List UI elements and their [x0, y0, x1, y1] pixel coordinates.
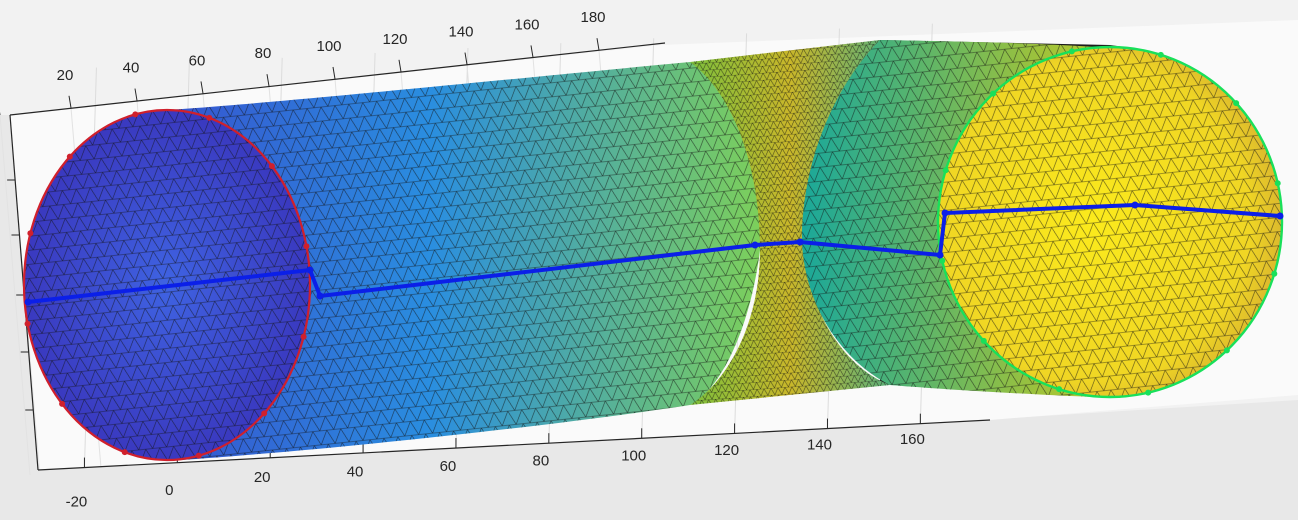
- top-tick: [68, 95, 72, 108]
- ring-marker: [303, 243, 310, 250]
- top-tick: [530, 45, 534, 58]
- top-tick: [134, 88, 138, 101]
- ring-marker: [980, 337, 987, 344]
- ring-marker: [300, 333, 307, 340]
- bottom-axis-ticks: -20 0 20 40 60 80 100 120 140 160: [66, 413, 925, 511]
- ring-marker: [195, 452, 202, 459]
- ring-marker: [942, 167, 949, 174]
- top-tick: [332, 66, 336, 80]
- top-tick-label: 40: [123, 60, 140, 77]
- gridline: [0, 114, 31, 476]
- ring-marker: [66, 153, 73, 160]
- centerline-marker: [1276, 212, 1284, 220]
- ring-marker: [1068, 48, 1075, 55]
- centerline-marker: [796, 238, 804, 246]
- start-boundary-ring: [22, 108, 312, 462]
- bottom-tick-label: 60: [440, 458, 457, 475]
- ring-marker: [121, 449, 128, 456]
- bottom-tick-label: 160: [900, 431, 925, 448]
- ring-marker: [27, 230, 34, 237]
- top-tick-label: 60: [189, 52, 206, 69]
- ring-marker: [268, 163, 275, 170]
- ring-marker: [132, 111, 139, 118]
- ring-marker: [1145, 389, 1152, 396]
- ring-marker: [206, 114, 213, 121]
- ring-marker: [1056, 386, 1063, 393]
- centerline-markers: [24, 201, 1284, 306]
- top-tick-label: 180: [580, 9, 605, 26]
- tube-surface: [22, 40, 1284, 462]
- ring-marker: [1157, 51, 1164, 58]
- ring-marker: [59, 400, 66, 407]
- bottom-tick-label: 40: [347, 463, 364, 480]
- bottom-tick-label: 20: [254, 469, 271, 486]
- top-tick: [266, 74, 270, 87]
- ring-marker: [1271, 270, 1278, 277]
- ring-marker: [1223, 347, 1230, 354]
- centerline-marker: [936, 251, 944, 259]
- left-axis-ticks: [7, 179, 34, 411]
- ring-marker: [1274, 180, 1281, 187]
- top-tick-label: 100: [316, 38, 341, 55]
- centerline-marker: [316, 292, 324, 300]
- tube-neck-mesh: [690, 40, 890, 405]
- centerline-marker: [751, 241, 759, 249]
- top-axis-line: [9, 42, 666, 116]
- bottom-tick-label: 140: [807, 437, 832, 454]
- bottom-tick-label: 80: [532, 453, 549, 470]
- centerline-marker: [306, 266, 314, 274]
- end-cap-mesh: [938, 47, 1282, 397]
- ring-markers: [24, 48, 1281, 459]
- top-tick: [596, 38, 600, 51]
- top-tick-label: 140: [448, 24, 473, 41]
- top-tick-label: 120: [382, 31, 407, 48]
- top-tick: [398, 59, 402, 72]
- end-boundary-ring: [936, 45, 1284, 399]
- top-tick-label: 80: [255, 45, 272, 62]
- ring-marker: [1233, 100, 1240, 107]
- ring-marker: [24, 320, 31, 327]
- bottom-axis-line: [37, 419, 991, 471]
- bottom-tick-label: 0: [165, 482, 173, 499]
- ring-marker: [261, 410, 268, 417]
- top-tick-label: 160: [514, 16, 539, 33]
- centerline-marker: [941, 209, 949, 217]
- centerline-marker: [24, 298, 32, 306]
- top-tick-label: 20: [57, 67, 74, 84]
- bottom-tick-label: -20: [66, 494, 88, 511]
- top-axis-ticks: 020406080100120140160180: [0, 9, 606, 115]
- bottom-tick-label: 120: [714, 442, 739, 459]
- centerline-marker: [1131, 201, 1139, 209]
- ring-marker: [990, 90, 997, 97]
- ring-marker: [939, 257, 946, 264]
- bottom-tick-label: 100: [621, 447, 646, 464]
- top-tick: [200, 81, 204, 94]
- top-tick: [464, 52, 468, 65]
